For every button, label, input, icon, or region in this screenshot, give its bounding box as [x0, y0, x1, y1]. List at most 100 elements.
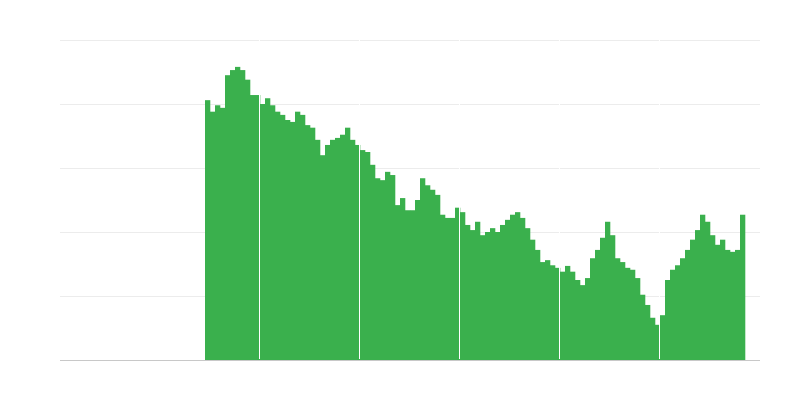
bar	[215, 105, 221, 360]
bar	[250, 95, 256, 360]
bar	[480, 235, 486, 360]
bar	[350, 139, 356, 360]
bar	[275, 111, 281, 361]
bar	[570, 271, 576, 360]
bar	[545, 260, 551, 360]
bar	[445, 217, 451, 360]
bar	[640, 294, 646, 360]
bar	[485, 232, 491, 360]
bar	[475, 221, 481, 360]
bar	[365, 152, 371, 360]
bar	[330, 139, 336, 360]
bar	[515, 212, 521, 360]
bar	[380, 180, 386, 360]
bar	[595, 249, 601, 360]
bar	[700, 214, 706, 360]
bar	[310, 127, 316, 361]
bar	[325, 144, 331, 360]
bar	[585, 278, 591, 360]
bar	[355, 144, 361, 360]
bar	[320, 155, 326, 360]
bar	[730, 251, 736, 360]
bar	[590, 258, 596, 360]
bar	[235, 66, 241, 360]
bar	[415, 200, 421, 360]
bar	[295, 111, 301, 361]
bar	[720, 239, 726, 360]
bar	[450, 217, 456, 360]
bar	[695, 230, 701, 360]
bar	[520, 217, 526, 360]
bar	[290, 121, 296, 360]
bar	[555, 267, 561, 360]
bar	[530, 239, 536, 360]
bar	[300, 114, 306, 360]
bar	[630, 269, 636, 360]
bar	[360, 150, 366, 360]
bar	[260, 104, 266, 360]
bar	[635, 278, 641, 360]
bar	[455, 207, 461, 360]
bar	[230, 70, 236, 360]
bar	[670, 269, 676, 360]
bar	[265, 98, 271, 361]
bar	[270, 105, 276, 360]
bar	[435, 194, 441, 360]
bar	[540, 262, 546, 360]
bar	[460, 212, 466, 360]
bars	[205, 66, 746, 361]
bar	[615, 258, 621, 360]
bar	[710, 235, 716, 360]
bar	[655, 324, 661, 360]
bar	[685, 249, 691, 360]
bar	[210, 111, 216, 361]
bar	[505, 219, 511, 360]
bar	[705, 221, 711, 360]
bar	[645, 304, 651, 360]
bar	[675, 265, 681, 360]
bar	[665, 280, 671, 360]
bar	[650, 317, 656, 360]
bar	[605, 221, 611, 360]
bar	[205, 100, 211, 360]
bar	[740, 214, 746, 360]
bar	[440, 214, 446, 360]
bar	[625, 267, 631, 360]
bar	[375, 178, 381, 360]
bar	[525, 228, 531, 360]
bar	[285, 120, 291, 360]
bar	[500, 224, 506, 360]
bar	[575, 280, 581, 360]
bar	[400, 198, 406, 360]
period-separators	[259, 40, 660, 359]
bar	[425, 185, 431, 360]
bar	[370, 164, 376, 360]
bar	[385, 171, 391, 360]
bar	[390, 175, 396, 360]
bar	[620, 262, 626, 360]
bar	[410, 210, 416, 360]
bar	[345, 127, 351, 361]
bar	[535, 249, 541, 360]
bar	[465, 224, 471, 360]
bar	[690, 239, 696, 360]
bar	[715, 244, 721, 360]
bar	[660, 315, 666, 360]
bar	[240, 70, 246, 360]
bar	[335, 137, 341, 360]
bar	[610, 235, 616, 360]
bar	[405, 210, 411, 360]
bar	[560, 271, 566, 360]
bar	[680, 258, 686, 360]
bar	[490, 228, 496, 360]
bar	[735, 249, 741, 360]
bar	[315, 139, 321, 360]
bar	[725, 249, 731, 360]
bar	[510, 214, 516, 360]
bar	[225, 75, 231, 360]
bar	[395, 205, 401, 360]
bar	[420, 178, 426, 360]
bar	[280, 114, 286, 360]
bar	[255, 95, 261, 360]
